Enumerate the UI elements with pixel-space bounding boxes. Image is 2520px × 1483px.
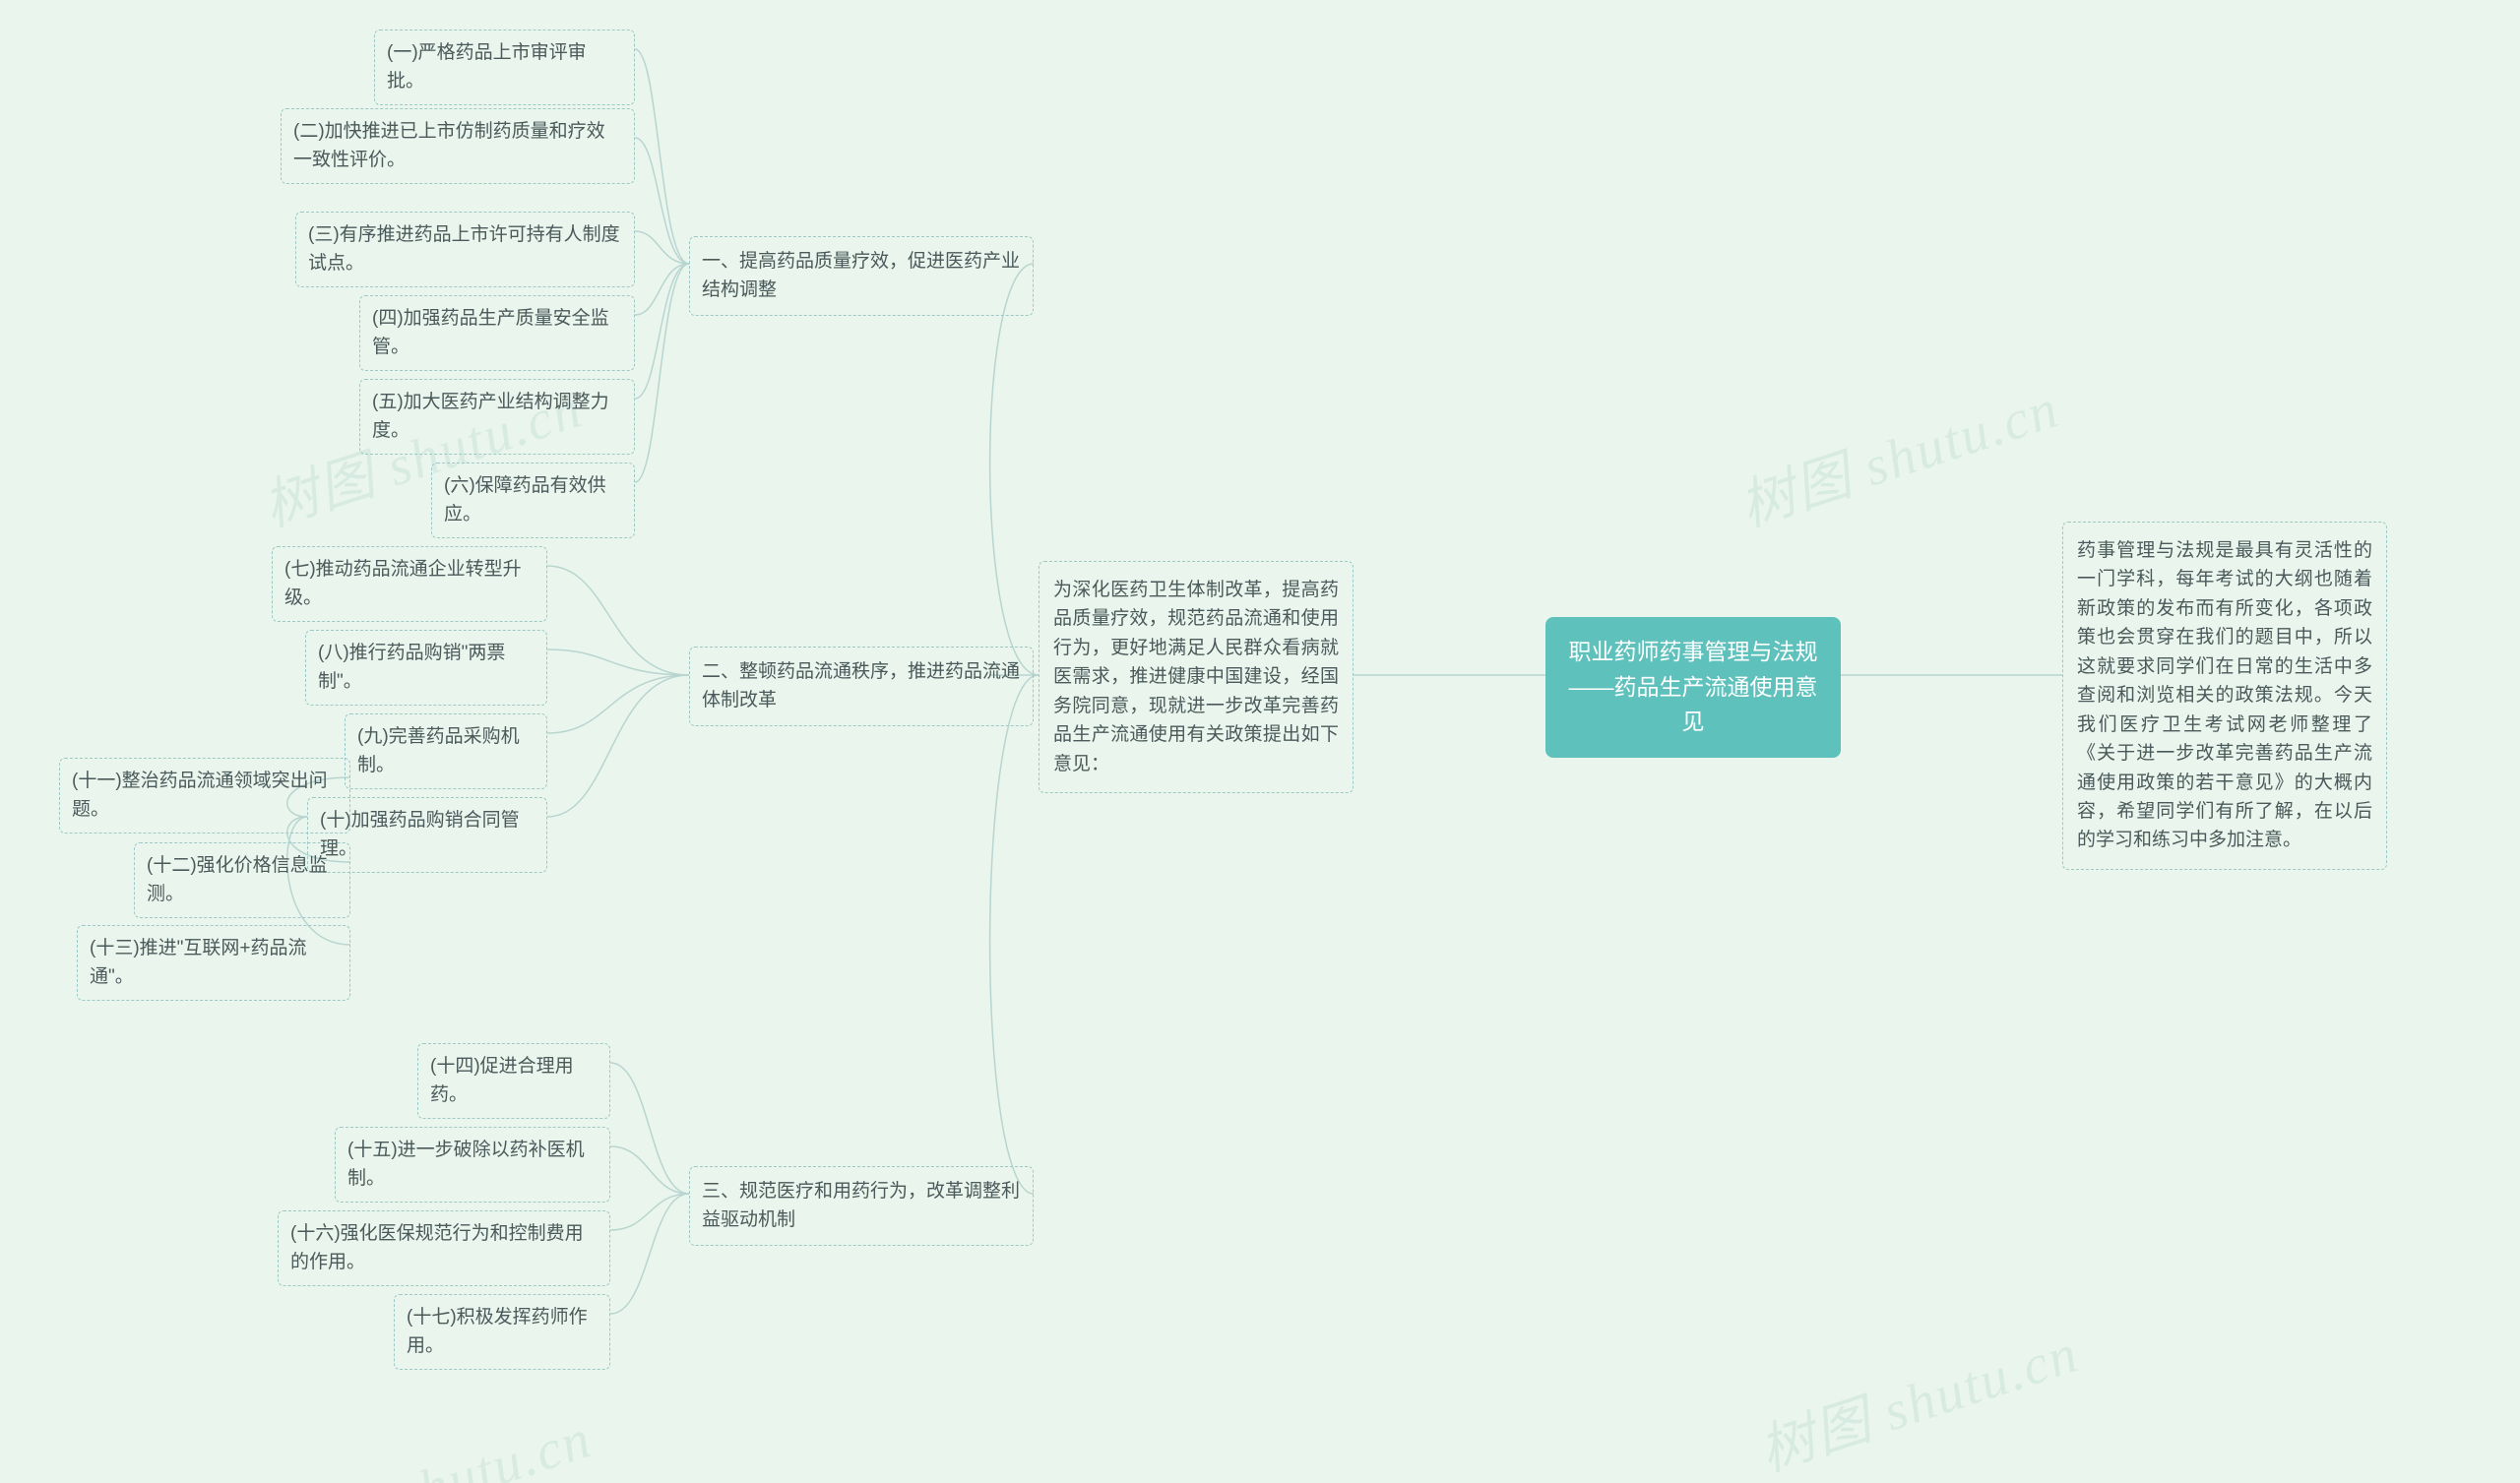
leaf-11[interactable]: (十一)整治药品流通领域突出问题。 <box>59 758 350 834</box>
leaf-2[interactable]: (二)加快推进已上市仿制药质量和疗效一致性评价。 <box>281 108 635 184</box>
leaf-6[interactable]: (六)保障药品有效供应。 <box>431 463 635 538</box>
leaf-17[interactable]: (十七)积极发挥药师作用。 <box>394 1294 610 1370</box>
intro-node[interactable]: 为深化医药卫生体制改革，提高药品质量疗效，规范药品流通和使用行为，更好地满足人民… <box>1039 561 1354 793</box>
section-2[interactable]: 二、整顿药品流通秩序，推进药品流通体制改革 <box>689 647 1034 726</box>
watermark: 树图 shutu.cn <box>1748 1309 2088 1483</box>
leaf-5[interactable]: (五)加大医药产业结构调整力度。 <box>359 379 635 455</box>
leaf-1[interactable]: (一)严格药品上市审评审批。 <box>374 30 635 105</box>
mindmap-canvas: 树图 shutu.cn 树图 shutu.cn shutu.cn 树图 shut… <box>0 0 2520 1483</box>
leaf-4[interactable]: (四)加强药品生产质量安全监管。 <box>359 295 635 371</box>
leaf-12[interactable]: (十二)强化价格信息监测。 <box>134 842 350 918</box>
watermark: 树图 shutu.cn <box>1729 364 2068 542</box>
leaf-15[interactable]: (十五)进一步破除以药补医机制。 <box>335 1127 610 1203</box>
leaf-9[interactable]: (九)完善药品采购机制。 <box>345 713 547 789</box>
leaf-16[interactable]: (十六)强化医保规范行为和控制费用的作用。 <box>278 1210 610 1286</box>
watermark: shutu.cn <box>389 1407 599 1483</box>
leaf-14[interactable]: (十四)促进合理用药。 <box>417 1043 610 1119</box>
section-3[interactable]: 三、规范医疗和用药行为，改革调整利益驱动机制 <box>689 1166 1034 1246</box>
leaf-3[interactable]: (三)有序推进药品上市许可持有人制度试点。 <box>295 212 635 287</box>
description-node[interactable]: 药事管理与法规是最具有灵活性的一门学科，每年考试的大纲也随着新政策的发布而有所变… <box>2062 522 2387 870</box>
leaf-8[interactable]: (八)推行药品购销"两票制"。 <box>305 630 547 706</box>
section-1[interactable]: 一、提高药品质量疗效，促进医药产业结构调整 <box>689 236 1034 316</box>
leaf-7[interactable]: (七)推动药品流通企业转型升级。 <box>272 546 547 622</box>
leaf-13[interactable]: (十三)推进"互联网+药品流通"。 <box>77 925 350 1001</box>
center-node[interactable]: 职业药师药事管理与法规——药品生产流通使用意见 <box>1545 617 1841 758</box>
